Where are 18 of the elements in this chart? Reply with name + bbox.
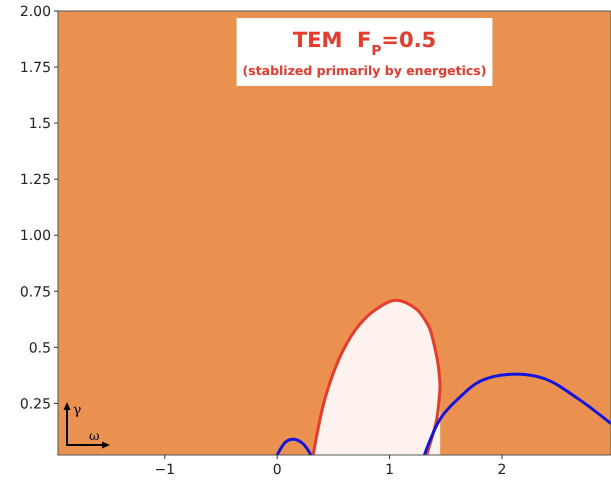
x-tick-label: 1 — [385, 462, 394, 478]
annotation: γ — [73, 402, 82, 418]
line-series — [422, 372, 611, 456]
y-tick-label: 1.00 — [20, 228, 51, 244]
y-tick-label: 1.75 — [20, 60, 51, 76]
y-tick-label: 2.00 — [20, 4, 51, 20]
x-tick-label: 2 — [498, 462, 506, 478]
annotation: ω — [89, 429, 100, 444]
y-tick-label: 1.5 — [28, 116, 51, 132]
y-tick-label: 1.25 — [20, 172, 51, 188]
x-tick-label: 0 — [272, 462, 282, 478]
y-tick-label: 0.75 — [20, 284, 51, 300]
text: (stablized primarily by energetics) — [242, 63, 486, 78]
x-tick-label: −1 — [154, 462, 176, 478]
line-series — [276, 438, 312, 456]
y-tick-label: 0.25 — [20, 396, 51, 412]
text: TEM F$_{P}$=0.5 — [292, 28, 436, 59]
y-tick-label: 0.5 — [28, 340, 51, 356]
